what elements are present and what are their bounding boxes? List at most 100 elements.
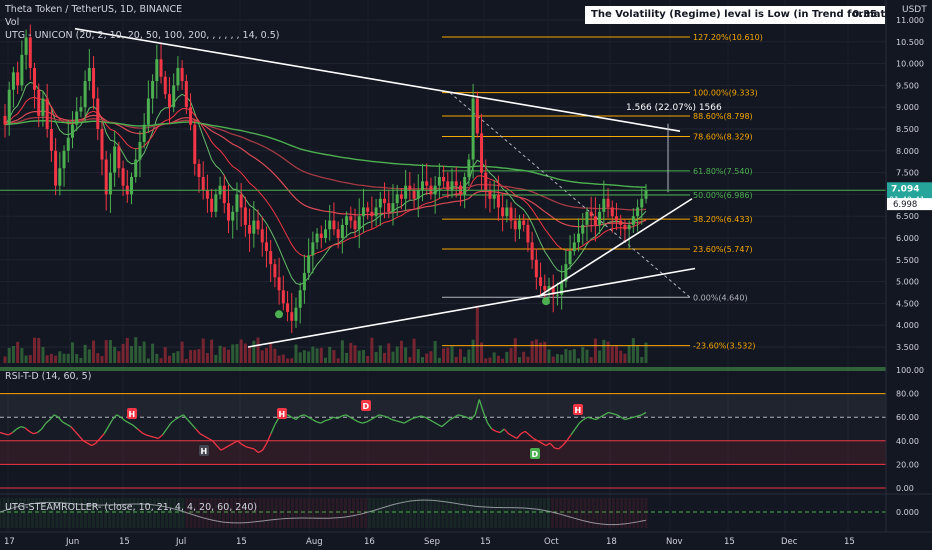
- steamroller-bg-bar: [441, 498, 445, 528]
- volume-bar: [75, 354, 79, 363]
- candle-body: [475, 98, 479, 134]
- steamroller-bg-bar: [221, 498, 225, 528]
- steamroller-bg-bar: [526, 498, 530, 528]
- steamroller-bg-bar: [59, 498, 63, 528]
- candle-body: [138, 142, 142, 160]
- steamroller-bg-bar: [542, 498, 546, 528]
- steamroller-bg-bar: [563, 498, 567, 528]
- steamroller-bg-bar: [644, 498, 648, 528]
- rsi-line-segment: [495, 430, 501, 434]
- volume-bar: [425, 353, 429, 363]
- steamroller-bg-bar: [551, 498, 555, 528]
- rsi-tick-label: 40.00: [896, 437, 919, 446]
- steamroller-bg-bar: [461, 498, 465, 528]
- steamroller-bg-bar: [331, 498, 335, 528]
- candle-body: [252, 220, 256, 234]
- rsi-line-segment: [237, 440, 243, 445]
- rsi-line-segment: [433, 421, 438, 425]
- steamroller-bg-bar: [449, 498, 453, 528]
- candle-body: [100, 129, 104, 160]
- rsi-line-segment: [499, 428, 505, 434]
- rsi-line-segment: [629, 416, 634, 420]
- rsi-line-segment: [453, 414, 459, 418]
- volume-bar: [49, 353, 53, 363]
- steamroller-bg-bar: [518, 498, 522, 528]
- steamroller-bg-bar: [39, 498, 43, 528]
- candle-body: [24, 37, 28, 55]
- candle-body: [391, 203, 395, 212]
- volume-bar: [332, 350, 336, 363]
- steamroller-bg-bar: [388, 498, 392, 528]
- steamroller-bg-bar: [315, 498, 319, 528]
- rsi-line-segment: [245, 446, 251, 449]
- candle-body: [134, 159, 138, 177]
- steamroller-bg-bar: [421, 498, 425, 528]
- rsi-line-segment: [191, 423, 197, 430]
- price-tick-label: 5.500: [896, 256, 919, 265]
- steamroller-bg-bar: [575, 498, 579, 528]
- steamroller-line-segment: [211, 519, 216, 522]
- rsi-line-segment: [449, 416, 455, 421]
- rsi-tick-label: 60.00: [896, 413, 919, 422]
- volume-bar: [130, 346, 134, 363]
- steamroller-line-segment: [7, 507, 13, 510]
- rsi-line-segment: [266, 433, 272, 444]
- volume-bar: [239, 339, 243, 363]
- volatility-banner-value: 0.35: [852, 9, 877, 20]
- steamroller-bg-bar: [465, 498, 469, 528]
- rsi-line-segment: [220, 447, 226, 451]
- steamroller-line-segment: [178, 509, 183, 512]
- volatility-banner: The Volatility (Regime) leval is Low (in…: [585, 6, 932, 24]
- rsi-line-segment: [358, 421, 363, 424]
- steamroller-bg-bar: [307, 498, 311, 528]
- steamroller-line-segment: [442, 500, 447, 503]
- candle-body: [227, 203, 231, 221]
- candle-body: [522, 220, 526, 225]
- volume-bar: [54, 355, 58, 363]
- steamroller-line-segment: [369, 509, 374, 513]
- price-tick-label: 11.000: [896, 16, 924, 25]
- steamroller-line-segment: [3, 508, 9, 512]
- candle-body: [425, 181, 429, 186]
- rsi-tick-label: 100.00: [896, 366, 924, 375]
- rsi-line-segment: [112, 414, 118, 420]
- lower-support-trendline: [247, 267, 696, 348]
- time-tick-label: 15: [724, 537, 735, 547]
- rsi-line-segment: [324, 418, 330, 422]
- candle-body: [20, 54, 24, 86]
- fib-level-label: 61.80%(7.540): [693, 167, 753, 176]
- volume-bar: [193, 349, 197, 363]
- candle-body: [644, 190, 648, 199]
- volume-bar: [627, 345, 631, 363]
- indicator-title: UTG - UNICON (20, 2, 10, 20, 50, 100, 20…: [5, 30, 280, 41]
- volume-label: Vol: [5, 17, 20, 28]
- volume-bar: [589, 357, 593, 363]
- volume-bar: [513, 338, 517, 363]
- volume-bar: [180, 341, 184, 363]
- rsi-line-segment: [95, 438, 101, 444]
- steamroller-bg-bar: [404, 498, 408, 528]
- rsi-line-segment: [537, 440, 543, 444]
- volume-bar: [522, 351, 526, 363]
- steamroller-line-segment: [215, 520, 220, 522]
- candle-body: [366, 207, 370, 212]
- candle-body: [581, 224, 585, 234]
- fib-level-label: -23.60%(3.532): [693, 342, 756, 351]
- time-tick-label: Aug: [306, 537, 323, 547]
- steamroller-bg-bar: [368, 498, 372, 528]
- volume-bar: [505, 351, 509, 363]
- volume-bar: [560, 354, 564, 363]
- volume-bar: [117, 351, 121, 363]
- ema-200-line: [4, 119, 646, 188]
- steamroller-bg-bar: [624, 498, 628, 528]
- steamroller-bg-bar: [555, 498, 559, 528]
- volume-bar: [294, 344, 298, 363]
- rsi-line-segment: [178, 414, 184, 418]
- steamroller-bg-bar: [457, 498, 461, 528]
- candle-body: [332, 220, 336, 230]
- steamroller-bg-bar: [14, 498, 18, 528]
- volume-bar: [429, 351, 433, 363]
- steamroller-bg-bar: [538, 498, 542, 528]
- volume-bar: [319, 347, 323, 363]
